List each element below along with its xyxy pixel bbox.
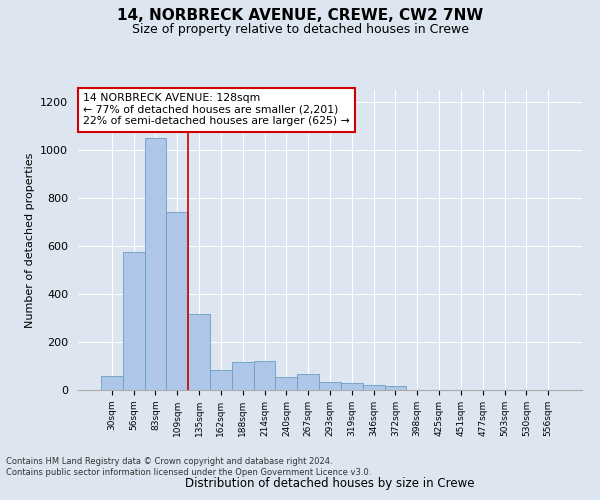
Text: Contains HM Land Registry data © Crown copyright and database right 2024.
Contai: Contains HM Land Registry data © Crown c… xyxy=(6,458,371,477)
Text: Distribution of detached houses by size in Crewe: Distribution of detached houses by size … xyxy=(185,477,475,490)
Bar xyxy=(166,212,188,390)
Y-axis label: Number of detached properties: Number of detached properties xyxy=(25,152,35,328)
Text: 14 NORBRECK AVENUE: 128sqm
← 77% of detached houses are smaller (2,201)
22% of s: 14 NORBRECK AVENUE: 128sqm ← 77% of deta… xyxy=(83,93,350,126)
Bar xyxy=(123,252,145,390)
Bar xyxy=(297,374,319,390)
Bar xyxy=(210,370,232,390)
Text: 14, NORBRECK AVENUE, CREWE, CW2 7NW: 14, NORBRECK AVENUE, CREWE, CW2 7NW xyxy=(117,8,483,22)
Bar xyxy=(254,361,275,390)
Text: Size of property relative to detached houses in Crewe: Size of property relative to detached ho… xyxy=(131,22,469,36)
Bar xyxy=(341,383,363,390)
Bar xyxy=(319,382,341,390)
Bar xyxy=(188,314,210,390)
Bar xyxy=(232,362,254,390)
Bar xyxy=(101,376,123,390)
Bar xyxy=(275,377,297,390)
Bar xyxy=(145,138,166,390)
Bar xyxy=(363,385,385,390)
Bar xyxy=(385,386,406,390)
